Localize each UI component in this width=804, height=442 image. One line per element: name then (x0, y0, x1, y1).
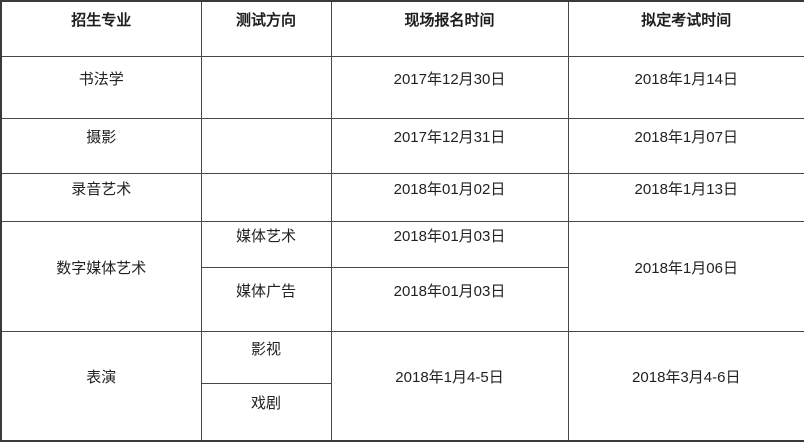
header-direction: 测试方向 (200, 0, 332, 57)
table-header-row: 招生专业 测试方向 现场报名时间 拟定考试时间 (0, 0, 804, 57)
cell-exam-time: 2018年1月07日 (567, 117, 804, 174)
table-row-recording-arts: 录音艺术 2018年01月02日 2018年1月13日 (0, 172, 804, 222)
cell-direction: 戏剧 (200, 382, 332, 442)
cell-major: 录音艺术 (0, 172, 202, 222)
table-row-performance: 表演 影视 2018年1月4-5日 2018年3月4-6日 (0, 330, 804, 442)
cell-direction: 影视 (200, 330, 332, 384)
cell-signup-time: 2017年12月30日 (330, 55, 569, 119)
header-signup-time: 现场报名时间 (330, 0, 569, 57)
table-row-photography: 摄影 2017年12月31日 2018年1月07日 (0, 117, 804, 174)
header-exam-time: 拟定考试时间 (567, 0, 804, 57)
cell-signup-time-merged: 2018年1月4-5日 (330, 330, 569, 442)
cell-major-merged: 数字媒体艺术 (0, 220, 202, 332)
cell-major: 书法学 (0, 55, 202, 119)
header-major: 招生专业 (0, 0, 202, 57)
cell-direction-empty (200, 55, 332, 119)
table-row-media-advertising: 媒体广告 2018年01月03日 (1, 266, 804, 332)
cell-direction: 媒体广告 (200, 266, 332, 332)
table-row-digital-media-art: 数字媒体艺术 媒体艺术 2018年01月03日 2018年1月06日 (0, 220, 804, 332)
cell-signup-time: 2018年01月02日 (330, 172, 569, 222)
cell-direction-empty (200, 172, 332, 222)
cell-exam-time: 2018年1月13日 (567, 172, 804, 222)
cell-exam-time-merged: 2018年3月4-6日 (567, 330, 804, 442)
cell-major-merged: 表演 (0, 330, 202, 442)
table-row-calligraphy: 书法学 2017年12月30日 2018年1月14日 (0, 55, 804, 119)
cell-exam-time: 2018年1月14日 (567, 55, 804, 119)
cell-exam-time-merged: 2018年1月06日 (567, 220, 804, 332)
cell-signup-time: 2018年01月03日 (330, 220, 569, 268)
cell-direction: 媒体艺术 (200, 220, 332, 268)
cell-signup-time: 2017年12月31日 (330, 117, 569, 174)
cell-major: 摄影 (0, 117, 202, 174)
cell-direction-empty (200, 117, 332, 174)
cell-signup-time: 2018年01月03日 (330, 266, 569, 332)
